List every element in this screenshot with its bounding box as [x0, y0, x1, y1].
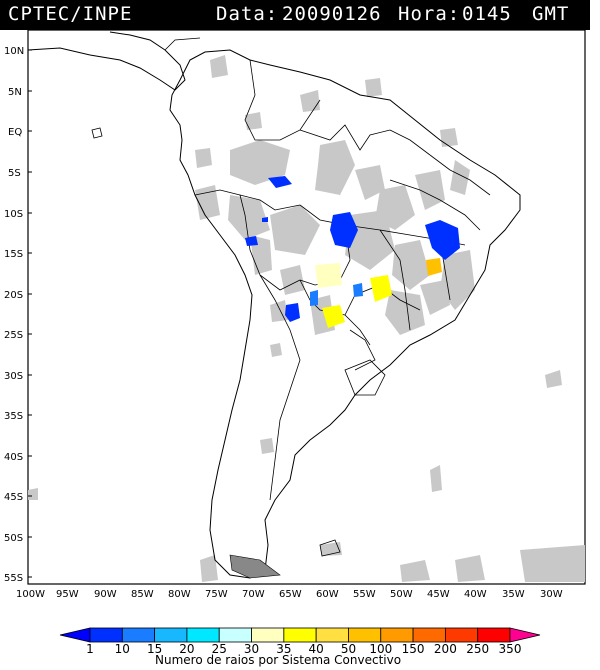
convective-cell	[322, 305, 345, 328]
header-time-label: Hora:	[398, 3, 461, 25]
convective-cell	[315, 263, 342, 288]
colorbar-tick-label: 200	[434, 642, 457, 656]
colorbar-segment	[186, 627, 220, 643]
convective-cell	[330, 212, 358, 248]
galapagos-islands	[91, 127, 103, 139]
colorbar-segment	[315, 627, 349, 643]
lat-tick-label: 35S	[4, 411, 23, 422]
lat-tick-label: 5S	[8, 168, 21, 179]
colorbar-tick-label: 20	[179, 642, 194, 656]
lon-tick-label: 85W	[131, 589, 154, 600]
lon-tick-label: 75W	[205, 589, 228, 600]
map-header: CPTEC/INPE Data: 20090126 Hora: 0145 GMT	[0, 0, 590, 30]
lat-tick-label: 5N	[8, 87, 22, 98]
colorbar-tick-label: 100	[369, 642, 392, 656]
lon-tick-label: 90W	[94, 589, 117, 600]
colorbar-title: Numero de raios por Sistema Convectivo	[155, 653, 401, 667]
lat-tick-label: 10N	[4, 46, 24, 57]
lon-tick-label: 50W	[390, 589, 413, 600]
header-org: CPTEC/INPE	[8, 3, 133, 25]
lat-tick-label: 10S	[4, 209, 23, 220]
lon-tick-label: 65W	[279, 589, 302, 600]
lon-tick-label: 40W	[464, 589, 487, 600]
coastline-south-america	[169, 49, 521, 579]
convective-cell	[262, 217, 268, 222]
lat-tick-label: 45S	[4, 492, 23, 503]
convective-cell	[268, 176, 292, 188]
colorbar-tick-label: 40	[309, 642, 324, 656]
colorbar-segment	[444, 627, 479, 643]
colorbar-segment	[380, 627, 414, 643]
lon-tick-label: 35W	[502, 589, 525, 600]
lon-tick-label: 100W	[16, 589, 45, 600]
colorbar-arrow-left	[59, 627, 91, 643]
lon-tick-label: 30W	[540, 589, 563, 600]
falkland-islands	[319, 539, 341, 557]
colorbar-tick-label: 150	[402, 642, 425, 656]
header-date-label: Data:	[216, 3, 279, 25]
colorbar-segment	[89, 627, 123, 643]
header-date-value: 20090126	[282, 3, 382, 25]
lon-tick-label: 70W	[242, 589, 265, 600]
lon-tick-label: 55W	[353, 589, 376, 600]
tierra-del-fuego	[229, 554, 281, 579]
colorbar-segment	[477, 627, 511, 643]
colorbar-labels: 1 10 15 20 25 30 35 40 50 100 150 200 250 350	[86, 642, 521, 656]
colorbar-tick-label: 35	[276, 642, 291, 656]
colorbar-tick-label: 10	[115, 642, 130, 656]
colorbar-segment	[218, 627, 252, 643]
colorbar-tick-label: 50	[341, 642, 356, 656]
lon-tick-label: 45W	[427, 589, 450, 600]
lat-axis: 10N 5N EQ 5S 10S 15S 20S 25S 30S 35S 40S…	[4, 46, 24, 584]
colorbar-tick-label: 1	[86, 642, 94, 656]
convective-cell	[353, 283, 363, 297]
convective-cell	[426, 258, 442, 276]
colorbar-tick-label: 250	[466, 642, 489, 656]
convective-cell	[370, 275, 392, 302]
coastline-uruguay	[344, 359, 386, 396]
header-time-value: 0145	[462, 3, 512, 25]
cloud-cover	[28, 55, 585, 582]
map-frame	[27, 30, 586, 585]
colorbar-tick-label: 30	[244, 642, 259, 656]
colorbar-segment	[251, 627, 285, 643]
colorbar	[59, 627, 541, 643]
map-figure: 10N 5N EQ 5S 10S 15S 20S 25S 30S 35S 40S…	[4, 30, 586, 667]
colorbar-segment	[154, 627, 188, 643]
country-borders	[164, 37, 491, 501]
colorbar-segment	[283, 627, 317, 643]
colorbar-segment	[348, 627, 382, 643]
colorbar-arrow-right	[509, 627, 541, 643]
lat-tick-label: EQ	[8, 127, 22, 138]
convective-systems	[245, 176, 460, 328]
lat-tick-marks	[28, 49, 32, 578]
coastline-central-america	[27, 31, 186, 91]
colorbar-segment	[412, 627, 446, 643]
convective-cell	[425, 220, 460, 260]
colorbar-tick-label: 25	[212, 642, 227, 656]
lat-tick-label: 20S	[4, 290, 23, 301]
lat-tick-label: 15S	[4, 249, 23, 260]
colorbar-segment	[121, 627, 156, 643]
lat-tick-label: 30S	[4, 371, 23, 382]
map-plot	[27, 30, 586, 585]
colorbar-tick-label: 350	[499, 642, 522, 656]
lon-axis: 100W 95W 90W 85W 80W 75W 70W 65W 60W 55W…	[16, 589, 563, 600]
colorbar-tick-label: 15	[147, 642, 162, 656]
lat-tick-label: 25S	[4, 330, 23, 341]
lat-tick-label: 55S	[4, 573, 23, 584]
lat-tick-label: 50S	[4, 533, 23, 544]
lat-tick-label: 40S	[4, 452, 23, 463]
convective-cell	[285, 303, 300, 322]
lon-tick-label: 80W	[168, 589, 191, 600]
lon-tick-label: 60W	[316, 589, 339, 600]
lon-tick-label: 95W	[56, 589, 79, 600]
convective-cell	[310, 290, 318, 306]
convective-cell	[245, 236, 258, 246]
header-time-zone: GMT	[532, 3, 570, 25]
